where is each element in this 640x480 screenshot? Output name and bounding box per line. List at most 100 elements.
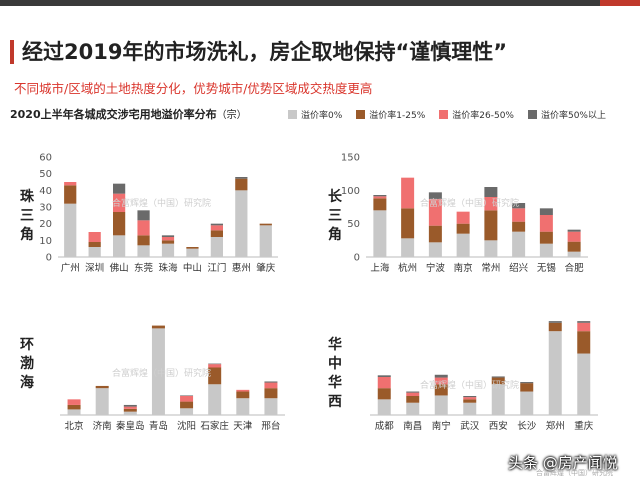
x-tick-label: 南宁 [432,420,451,432]
chart-panel: 北京 溢价率0%: 10北京 溢价率1-25%: 8北京 溢价率26-50%: … [60,325,285,432]
page-title: 经过2019年的市场洗礼，房企取地保持“谨慎理性” [22,40,508,64]
bar-segment: 常州 溢价率26-50%: 20 [484,197,498,211]
bar-segment: 邢台 溢价率50%以上: 2 [264,381,278,383]
bar-segment: 重庆 溢价率1-25%: 40 [577,331,591,354]
bar-segment: 天津 溢价率1-25%: 12 [236,391,250,399]
bar-segment: 合肥 溢价率26-50%: 15 [567,231,581,242]
bar-segment: 宁波 溢价率1-25%: 25 [428,225,442,243]
x-tick-label: 天津 [233,421,253,432]
bar-segment: 上海 溢价率0%: 70 [373,210,387,257]
bar-segment: 江门 溢价率26-50%: 3 [210,225,223,231]
x-tick-label: 佛山 [110,262,129,274]
bar-segment: 武汉 溢价率1-25%: 6 [463,399,477,403]
bar-segment: 上海 溢价率50%以上: 2 [373,195,387,197]
x-tick-label: 广州 [61,262,80,274]
y-tick-label: 50 [39,169,52,180]
bar-segment: 深圳 溢价率1-25%: 3 [88,242,101,247]
watermark: 合富辉煌（中国）研究院 [112,199,212,209]
bar-segment: 广州 溢价率26-50%: 2 [64,182,77,186]
bar-segment: 上海 溢价率26-50%: 3 [373,196,387,199]
legend-item: 溢价率1-25% [356,108,425,121]
bar-segment: 南昌 溢价率50%以上: 2 [406,391,420,393]
x-tick-label: 上海 [370,262,390,274]
x-tick-label: 肇庆 [256,262,276,274]
legend-label: 溢价率26-50% [452,111,514,121]
chart-unit: （宗） [216,110,247,121]
y-tick-label: 40 [39,186,52,197]
bar-segment: 邢台 溢价率0%: 30 [264,398,278,415]
y-tick-label: 150 [341,153,360,164]
x-tick-label: 中山 [183,262,202,274]
bar-segment: 中山 溢价率1-25%: 1 [186,247,199,249]
bar-segment: 杭州 溢价率1-25%: 45 [401,208,415,239]
bar-segment: 东莞 溢价率0%: 7 [137,245,150,257]
bar-segment: 上海 溢价率1-25%: 18 [373,198,387,211]
bar-segment: 珠海 溢价率26-50%: 2 [161,237,175,241]
bar-segment: 绍兴 溢价率0%: 38 [512,231,526,257]
bar-segment: 杭州 溢价率26-50%: 46 [401,177,415,209]
bar-segment: 成都 溢价率1-25%: 20 [377,388,391,400]
bar-segment: 无锡 溢价率50%以上: 10 [539,208,553,215]
x-tick-label: 邢台 [261,420,280,432]
legend-swatch [439,110,449,119]
bar-segment: 长沙 溢价率50%以上: 2 [520,382,534,384]
bar-segment: 西安 溢价率0%: 55 [491,384,505,415]
bar-segment: 西安 溢价率50%以上: 2 [491,376,505,378]
bar-segment: 无锡 溢价率1-25%: 18 [539,231,553,244]
bar-segment: 重庆 溢价率0%: 110 [577,353,591,415]
region-label: 珠三角 [20,189,34,243]
bar-segment: 郑州 溢价率50%以上: 3 [548,321,562,323]
bar-segment: 绍兴 溢价率26-50%: 20 [512,208,526,222]
legend-swatch [288,110,297,119]
legend-swatch [527,110,537,119]
chart-panel: 成都 溢价率0%: 28成都 溢价率1-25%: 20成都 溢价率26-50%:… [370,321,598,432]
footer-watermark: 头条 @房产闻悦 [508,454,618,472]
x-tick-label: 重庆 [574,420,594,432]
bar-segment: 肇庆 溢价率0%: 19 [259,225,272,257]
bar-segment: 佛山 溢价率50%以上: 6 [113,183,126,194]
bar-segment: 佛山 溢价率1-25%: 14 [113,212,126,236]
bar-segment: 南京 溢价率1-25%: 15 [456,223,470,234]
bar-segment: 成都 溢价率0%: 28 [377,399,391,415]
bar-segment: 深圳 溢价率0%: 6 [88,247,101,257]
bar-segment: 绍兴 溢价率1-25%: 15 [512,221,526,232]
legend-item: 溢价率0% [288,108,342,121]
chart-panel: 0 50 100 150 上海 溢价率0%: 70上海 溢价率1-25%: 18上海 溢… [341,153,588,274]
bar-segment: 东莞 溢价率50%以上: 6 [137,210,150,221]
bar-segment: 沈阳 溢价率26-50%: 10 [180,396,194,402]
bar-segment: 重庆 溢价率50%以上: 3 [577,321,591,323]
region-label: 环渤海 [20,337,34,391]
bar-segment: 重庆 溢价率26-50%: 15 [577,322,591,332]
x-tick-label: 合肥 [565,262,585,274]
bar-segment: 深圳 溢价率26-50%: 6 [88,232,101,242]
bar-segment: 邢台 溢价率1-25%: 18 [264,388,278,399]
bar-segment: 秦皇岛 溢价率0%: 6 [123,411,137,415]
x-tick-label: 郑州 [546,420,565,432]
y-tick-label: 10 [39,236,52,247]
x-tick-label: 宁波 [426,262,446,274]
legend-swatch [356,110,366,119]
bar-segment: 北京 溢价率26-50%: 10 [67,399,81,405]
bar-segment: 无锡 溢价率0%: 20 [539,243,553,257]
bar-segment: 珠海 溢价率1-25%: 2 [161,240,175,244]
y-tick-label: 60 [39,153,52,164]
y-tick-label: 100 [341,186,360,197]
bar-segment: 珠海 溢价率0%: 8 [161,243,175,257]
bar-segment: 南京 溢价率26-50%: 18 [456,211,470,224]
bar-segment: 石家庄 溢价率1-25%: 30 [208,367,222,385]
x-tick-label: 济南 [93,420,112,432]
bar-segment: 南宁 溢价率1-25%: 20 [434,384,448,396]
bar-segment: 无锡 溢价率26-50%: 25 [539,215,553,232]
x-tick-label: 青岛 [149,420,168,432]
x-tick-label: 东莞 [134,262,154,274]
bar-segment: 天津 溢价率26-50%: 3 [236,389,250,392]
bar-segment: 北京 溢价率0%: 10 [67,409,81,415]
bar-segment: 中山 溢价率0%: 5 [186,248,199,257]
x-tick-label: 珠海 [158,262,178,274]
bar-segment: 南宁 溢价率26-50%: 12 [434,377,448,385]
bar-segment: 常州 溢价率1-25%: 45 [484,210,498,241]
x-tick-label: 南昌 [403,420,422,432]
x-tick-label: 成都 [375,420,395,432]
bar-segment: 惠州 溢价率50%以上: 1 [235,177,248,179]
